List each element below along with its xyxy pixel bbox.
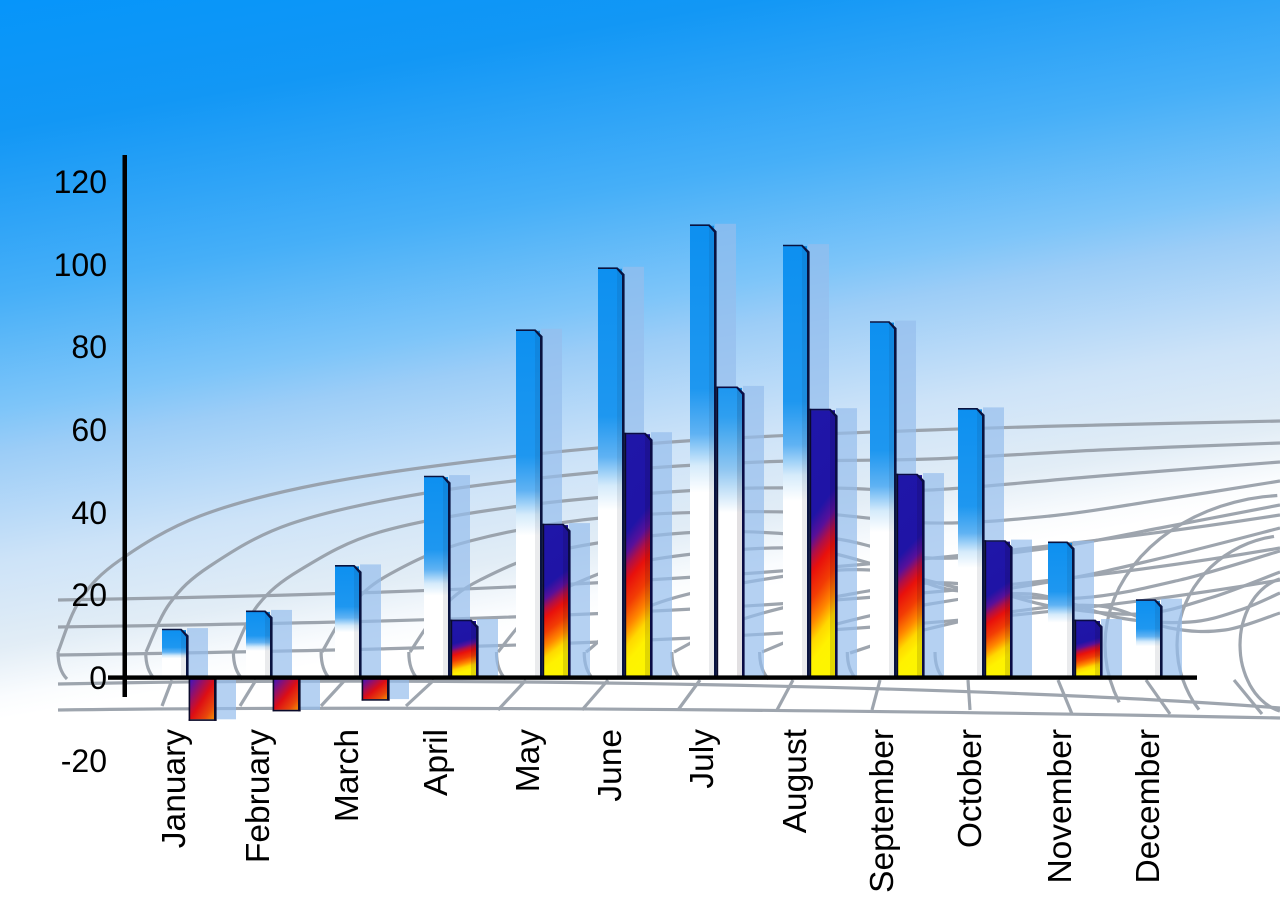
svg-text:120: 120 [54,164,107,200]
svg-text:60: 60 [71,412,107,448]
svg-text:November: November [1042,729,1079,884]
svg-text:August: August [777,728,814,833]
svg-text:September: September [864,729,901,893]
svg-text:January: January [156,729,193,848]
svg-text:March: March [329,729,366,822]
svg-text:0: 0 [89,660,107,696]
svg-text:February: February [240,729,277,863]
svg-text:20: 20 [71,577,107,613]
svg-text:May: May [510,729,547,793]
svg-text:December: December [1130,729,1167,884]
svg-text:100: 100 [54,247,107,283]
svg-text:June: June [592,729,629,802]
svg-text:April: April [418,729,455,796]
svg-text:40: 40 [71,495,107,531]
svg-text:October: October [952,729,989,848]
svg-text:80: 80 [71,329,107,365]
svg-text:-20: -20 [61,743,107,779]
svg-text:July: July [684,729,721,789]
